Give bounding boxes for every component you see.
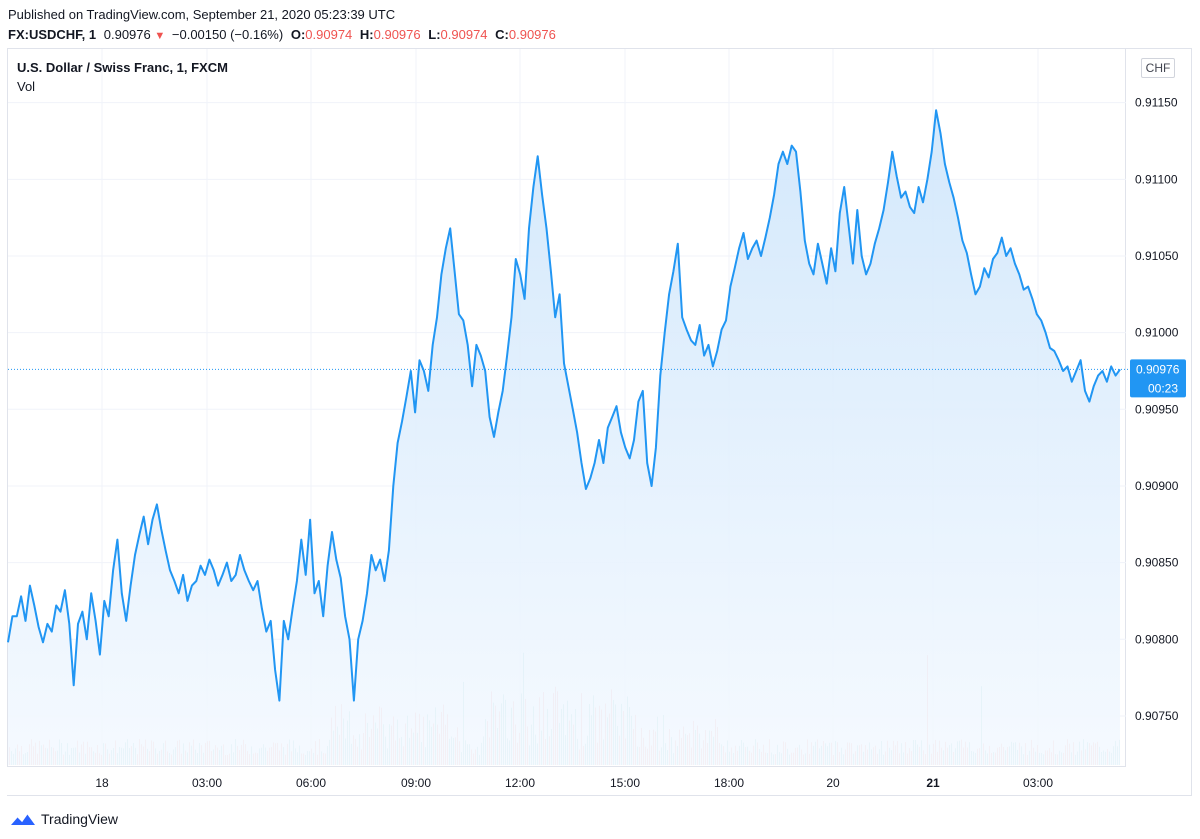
- y-tick-label: 0.90850: [1135, 556, 1179, 570]
- tradingview-logo-text: TradingView: [41, 811, 119, 827]
- down-arrow-icon: ▼: [154, 30, 166, 42]
- open-label: O:: [290, 27, 306, 42]
- close-value: 0.90976: [508, 27, 556, 42]
- x-tick-label: 18: [95, 776, 109, 790]
- time-scale-border: [7, 795, 1192, 796]
- y-tick-label: 0.90900: [1135, 479, 1179, 493]
- low-value: 0.90974: [440, 27, 488, 42]
- last-price-label: [1130, 359, 1186, 398]
- y-tick-label: 0.90800: [1135, 632, 1179, 646]
- x-tick-label: 09:00: [401, 776, 431, 790]
- last-price: 0.90976: [103, 27, 151, 42]
- y-tick-label: 0.90950: [1135, 402, 1179, 416]
- price-line: [7, 109, 1121, 702]
- x-tick-label: 12:00: [505, 776, 535, 790]
- open-value: 0.90974: [305, 27, 353, 42]
- last-price-label-value: 0.90976: [1136, 362, 1180, 376]
- high-label: H:: [359, 27, 374, 42]
- legend-volume: Vol: [17, 79, 36, 94]
- quote-line: FX:USDCHF, 1 0.90976 ▼ −0.00150 (−0.16%)…: [8, 27, 556, 42]
- chart-pane-frame: [7, 48, 1126, 767]
- x-tick-label: 21: [926, 776, 940, 790]
- y-tick-label: 0.91000: [1135, 326, 1179, 340]
- price-area-fill: [8, 110, 1120, 766]
- tradingview-logo: TradingView: [10, 810, 118, 828]
- countdown-label: 00:23: [1148, 381, 1178, 395]
- y-tick-label: 0.91100: [1135, 172, 1178, 186]
- price-scale-frame: [1126, 48, 1192, 796]
- legend-title: U.S. Dollar / Swiss Franc, 1, FXCM: [17, 60, 228, 75]
- y-tick-label: 0.90750: [1135, 709, 1179, 723]
- tradingview-logo-icon: [11, 813, 35, 825]
- x-tick-label: 03:00: [1023, 776, 1053, 790]
- x-tick-label: 18:00: [714, 776, 744, 790]
- x-tick-label: 15:00: [610, 776, 640, 790]
- low-label: L:: [428, 27, 441, 42]
- y-tick-label: 0.91050: [1135, 249, 1179, 263]
- symbol-label: FX:USDCHF, 1: [8, 27, 97, 42]
- change-value: −0.00150 (−0.16%): [171, 27, 284, 42]
- published-info: Published on TradingView.com, September …: [8, 7, 396, 22]
- high-value: 0.90976: [373, 27, 421, 42]
- y-tick-label: 0.91150: [1135, 96, 1178, 110]
- close-label: C:: [495, 27, 509, 42]
- x-tick-label: 06:00: [296, 776, 326, 790]
- x-tick-label: 03:00: [192, 776, 222, 790]
- x-tick-label: 20: [826, 776, 840, 790]
- currency-button[interactable]: CHF: [1141, 58, 1175, 78]
